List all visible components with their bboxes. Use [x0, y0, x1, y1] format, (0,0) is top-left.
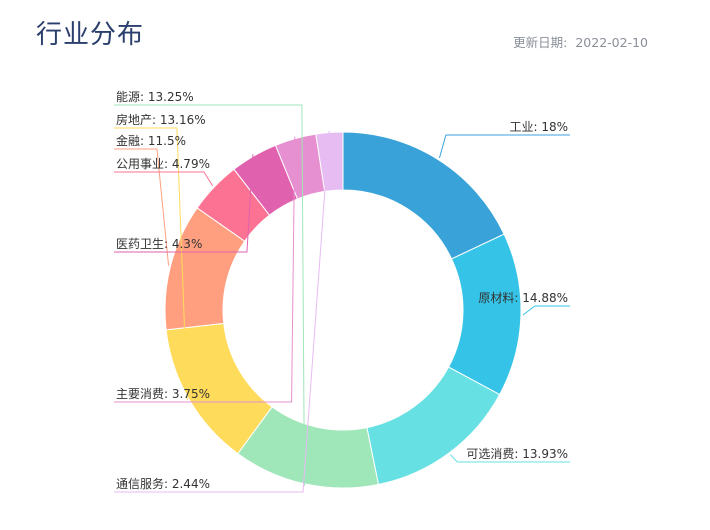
slice-label-金融: 金融: 11.5%: [116, 133, 186, 148]
leader-主要消费: [114, 136, 296, 403]
slice-label-公用事业: 公用事业: 4.79%: [116, 157, 210, 171]
slice-label-可选消费: 可选消费: 13.93%: [466, 447, 568, 461]
leader-医药卫生: [114, 154, 254, 253]
slice-通信服务[interactable]: [315, 131, 344, 192]
slice-工业[interactable]: [342, 131, 505, 260]
slice-labels: 工业: 18% 原材料: 14.88% 可选消费: 13.93% 能源: 13.25%…: [116, 90, 568, 491]
slice-label-通信服务: 通信服务: 2.44%: [116, 476, 210, 491]
leader-能源: [114, 104, 305, 486]
leader-可选消费: [449, 454, 570, 463]
slice-label-医药卫生: 医药卫生: 4.3%: [116, 237, 202, 251]
slice-label-主要消费: 主要消费: 3.75%: [116, 387, 210, 401]
slice-label-房地产: 房地产: 13.16%: [116, 112, 206, 127]
leader-公用事业: [114, 171, 214, 187]
page-title: 行业分布: [36, 20, 145, 50]
donut-slices: [164, 131, 522, 489]
slice-原材料[interactable]: [447, 233, 522, 396]
leader-原材料: [522, 305, 570, 316]
slice-label-原材料: 原材料: 14.88%: [478, 291, 568, 305]
update-date-label: 更新日期:: [513, 35, 568, 50]
leader-通信服务: [114, 130, 330, 493]
slice-可选消费[interactable]: [366, 366, 501, 486]
update-date-value: 2022-02-10: [575, 35, 648, 50]
leader-金融: [114, 148, 170, 266]
leader-房地产: [114, 127, 188, 401]
leader-工业: [438, 134, 570, 159]
label-leaders: [114, 104, 570, 493]
slice-label-能源: 能源: 13.25%: [116, 90, 194, 104]
slice-label-工业: 工业: 18%: [509, 120, 568, 134]
update-date: 更新日期: 2022-02-10: [513, 32, 648, 51]
